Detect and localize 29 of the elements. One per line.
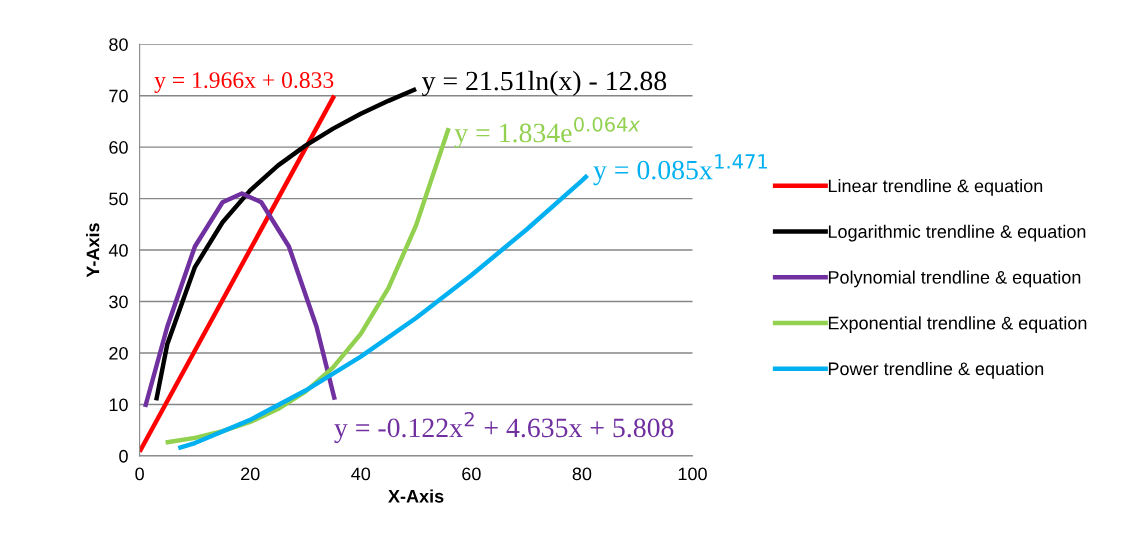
legend-label: Power trendline & equation (828, 361, 1044, 379)
y-tick-label: 0 (119, 449, 128, 463)
y-tick-label: 80 (109, 38, 128, 51)
y-tick-label: 10 (109, 398, 128, 412)
annotation: y = 21.51ln(x) - 12.88 (421, 70, 667, 97)
annotation: y = -0.122x$^{2}$ + 4.635x + 5.808 (334, 411, 674, 443)
x-tick-label: 60 (462, 467, 481, 481)
legend-label: Logarithmic trendline & equation (828, 224, 1086, 242)
legend-label: Exponential trendline & equation (828, 316, 1087, 334)
line-series (142, 191, 338, 410)
y-tick-label: 40 (108, 244, 128, 257)
y-tick-label: 30 (109, 295, 128, 309)
y-tick-label: 60 (109, 141, 128, 154)
annotation: y = 1.834e$^{0.064x}$ (454, 117, 641, 149)
y-tick-label: 50 (109, 192, 128, 206)
x-tick-label: 80 (572, 467, 592, 481)
y-axis-title: Y-Axis (86, 223, 100, 278)
x-tick-label: 100 (678, 467, 707, 481)
legend-label: Linear trendline & equation (828, 179, 1043, 196)
x-tick-label: 0 (135, 467, 144, 481)
legend-label: Polynomial trendline & equation (828, 270, 1081, 288)
line-series (176, 173, 590, 451)
y-tick-label: 20 (109, 346, 128, 360)
annotation: y = 1.966x + 0.833 (154, 72, 334, 93)
x-axis-title: X-Axis (388, 489, 444, 503)
x-tick-label: 40 (351, 467, 371, 481)
x-tick-label: 20 (241, 467, 260, 481)
annotation: y = 0.085x$^{1.471}$ (593, 154, 767, 186)
y-tick-label: 70 (109, 89, 128, 103)
